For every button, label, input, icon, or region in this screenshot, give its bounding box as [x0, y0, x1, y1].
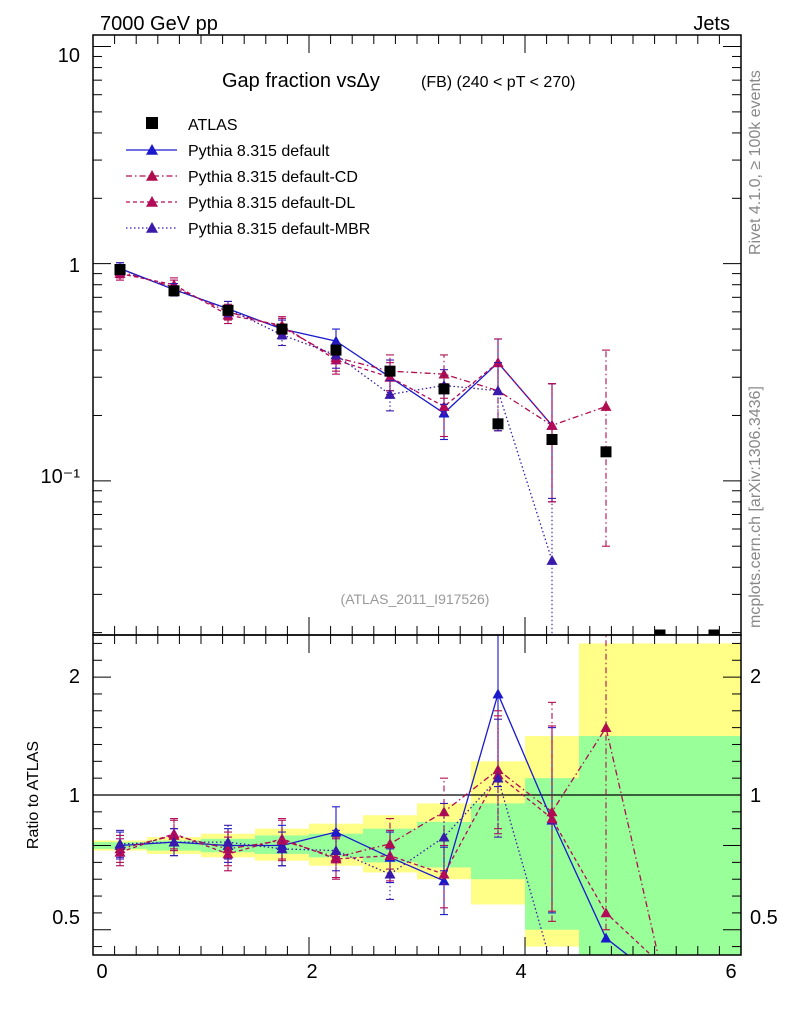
rivet-version-label: Rivet 4.1.0, ≥ 100k events	[747, 70, 764, 255]
data-point	[438, 368, 450, 379]
data-point	[492, 357, 504, 368]
data-point	[492, 688, 504, 699]
ratio-y-tick-label-right-2: 2	[750, 666, 761, 688]
atlas-data-point	[438, 383, 450, 395]
data-point	[492, 385, 504, 396]
atlas-data-point	[168, 285, 180, 297]
energy-label: 7000 GeV pp	[100, 13, 218, 35]
legend-marker-atlas	[146, 117, 158, 129]
ratio-y-tick-label-1: 1	[69, 785, 80, 807]
ratio-y-tick-label-right-1: 1	[750, 785, 761, 807]
ratio-y-tick-label-0p5: 0.5	[52, 907, 80, 929]
plot-title-suffix: (FB) (240 < pT < 270)	[421, 74, 575, 91]
legend-label-atlas: ATLAS	[188, 117, 238, 134]
ratio-axis-ticks	[92, 635, 742, 955]
data-point	[276, 833, 288, 844]
data-point	[114, 846, 126, 857]
legend-label-dl: Pythia 8.315 default-DL	[188, 195, 355, 212]
analysis-id-label: (ATLAS_2011_I917526)	[341, 591, 490, 607]
atlas-data-point	[330, 344, 342, 356]
plot-title-main: Gap fraction vsΔy	[222, 70, 380, 92]
legend-marker-dl	[146, 196, 158, 207]
data-point	[600, 722, 612, 733]
main-series	[114, 262, 720, 635]
data-point	[600, 907, 612, 918]
data-point	[168, 828, 180, 839]
legend-marker-default	[146, 144, 158, 155]
legend: ATLAS Pythia 8.315 default Pythia 8.315 …	[126, 117, 370, 238]
legend-label-cd: Pythia 8.315 default-CD	[188, 169, 358, 186]
data-point	[276, 843, 288, 854]
plot-title: Gap fraction vsΔy (FB) (240 < pT < 270)	[222, 70, 575, 92]
atlas-data-point	[546, 433, 558, 445]
ratio-y-tick-label-2: 2	[69, 666, 80, 688]
data-point	[600, 400, 612, 411]
ratio-uncertainty-bands	[93, 643, 741, 955]
ratio-axis-label: Ratio to ATLAS	[25, 741, 42, 849]
series-line	[119, 773, 652, 955]
data-point	[222, 836, 234, 847]
y-tick-label-1: 1	[69, 255, 80, 277]
data-point	[546, 554, 558, 565]
data-point	[330, 845, 342, 855]
atlas-data-point	[114, 264, 126, 276]
data-point	[330, 826, 342, 837]
mcplots-reference-label: mcplots.cern.ch [arXiv:1306.3436]	[747, 386, 764, 628]
data-point	[384, 868, 396, 879]
category-label: Jets	[693, 13, 730, 35]
data-point	[546, 419, 558, 430]
data-point	[546, 813, 558, 823]
series-line	[119, 270, 607, 427]
ratio-series	[114, 635, 659, 955]
data-point	[222, 848, 234, 859]
data-point	[438, 875, 450, 886]
atlas-data-point	[600, 446, 612, 458]
data-point	[168, 836, 180, 847]
series-line	[119, 776, 550, 955]
data-point	[384, 388, 396, 399]
series-line	[119, 267, 553, 561]
data-point	[438, 868, 450, 879]
ratio-y-tick-label-right-0p5: 0.5	[750, 907, 778, 929]
y-tick-label-0p1: 10⁻¹	[41, 466, 81, 488]
data-point	[438, 831, 450, 842]
data-point	[114, 838, 126, 849]
x-tick-label-0: 0	[96, 961, 107, 983]
ratio-frame	[92, 634, 742, 956]
legend-label-default: Pythia 8.315 default	[188, 143, 330, 160]
x-tick-label-6: 6	[725, 961, 736, 983]
legend-marker-mbr	[146, 222, 158, 233]
data-point	[600, 932, 612, 943]
legend-label-mbr: Pythia 8.315 default-MBR	[188, 221, 370, 238]
y-tick-label-10: 10	[58, 45, 80, 67]
atlas-data-point	[492, 418, 504, 430]
atlas-data-point	[708, 629, 720, 635]
atlas-data-point	[222, 304, 234, 316]
x-tick-label-2: 2	[306, 961, 317, 983]
x-tick-label-4: 4	[515, 961, 526, 983]
legend-marker-cd	[146, 170, 158, 181]
atlas-data-point	[654, 629, 666, 635]
series-line	[119, 272, 553, 426]
data-point	[492, 772, 504, 783]
atlas-data-point	[384, 365, 396, 377]
series-line	[119, 692, 629, 955]
band-green	[633, 736, 687, 955]
data-point	[384, 371, 396, 382]
data-point	[438, 400, 450, 411]
data-point	[438, 806, 450, 817]
atlas-data-point	[276, 323, 288, 335]
